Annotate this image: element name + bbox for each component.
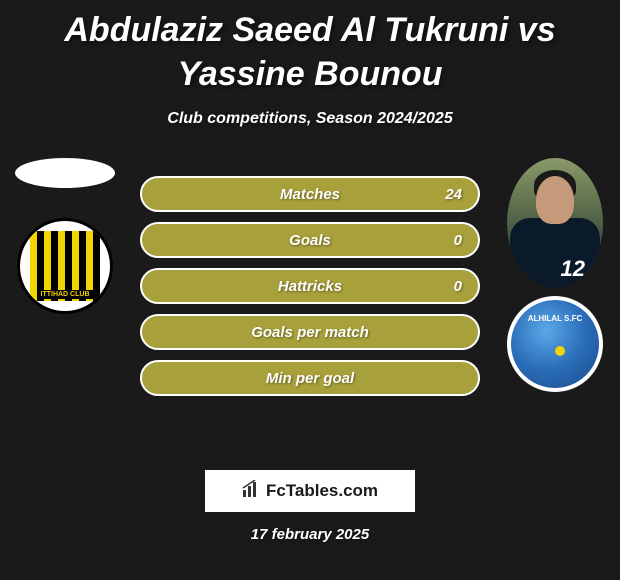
left-club-logo: ITTIHAD CLUB	[17, 218, 113, 314]
brand-text: FcTables.com	[266, 481, 378, 501]
stat-label: Min per goal	[266, 370, 354, 387]
crescent-icon	[532, 328, 578, 374]
right-club-logo: ALHILAL S.FC	[507, 296, 603, 392]
stat-bar-matches: Matches 24	[140, 176, 480, 212]
player-jersey	[510, 218, 600, 288]
stat-label: Goals	[289, 232, 331, 249]
chart-icon	[242, 480, 260, 503]
comparison-content: ITTIHAD CLUB Matches 24 Goals 0 Hattrick…	[0, 158, 620, 458]
stat-value-right: 0	[454, 278, 462, 295]
footer-date: 17 february 2025	[0, 526, 620, 543]
stat-label: Matches	[280, 186, 340, 203]
hilal-club-label: ALHILAL S.FC	[528, 314, 583, 323]
ittihad-stripes: ITTIHAD CLUB	[30, 231, 100, 301]
stat-bars: Matches 24 Goals 0 Hattricks 0 Goals per…	[140, 176, 480, 406]
footer-brand: FcTables.com	[205, 470, 415, 512]
left-player-photo-placeholder	[15, 158, 115, 188]
stat-value-right: 0	[454, 232, 462, 249]
stat-bar-min-per-goal: Min per goal	[140, 360, 480, 396]
jersey-number: 12	[561, 256, 585, 282]
right-player-column: 12 ALHILAL S.FC	[500, 158, 610, 392]
right-player-photo: 12	[507, 158, 603, 288]
stat-bar-hattricks: Hattricks 0	[140, 268, 480, 304]
player-head	[536, 176, 574, 224]
ittihad-club-label: ITTIHAD CLUB	[37, 290, 94, 299]
stat-bar-goals-per-match: Goals per match	[140, 314, 480, 350]
stat-label: Hattricks	[278, 278, 342, 295]
stat-bar-goals: Goals 0	[140, 222, 480, 258]
stat-label: Goals per match	[251, 324, 369, 341]
page-title: Abdulaziz Saeed Al Tukruni vs Yassine Bo…	[0, 0, 620, 96]
stat-value-right: 24	[445, 186, 462, 203]
page-subtitle: Club competitions, Season 2024/2025	[0, 110, 620, 128]
left-player-column: ITTIHAD CLUB	[10, 158, 120, 314]
